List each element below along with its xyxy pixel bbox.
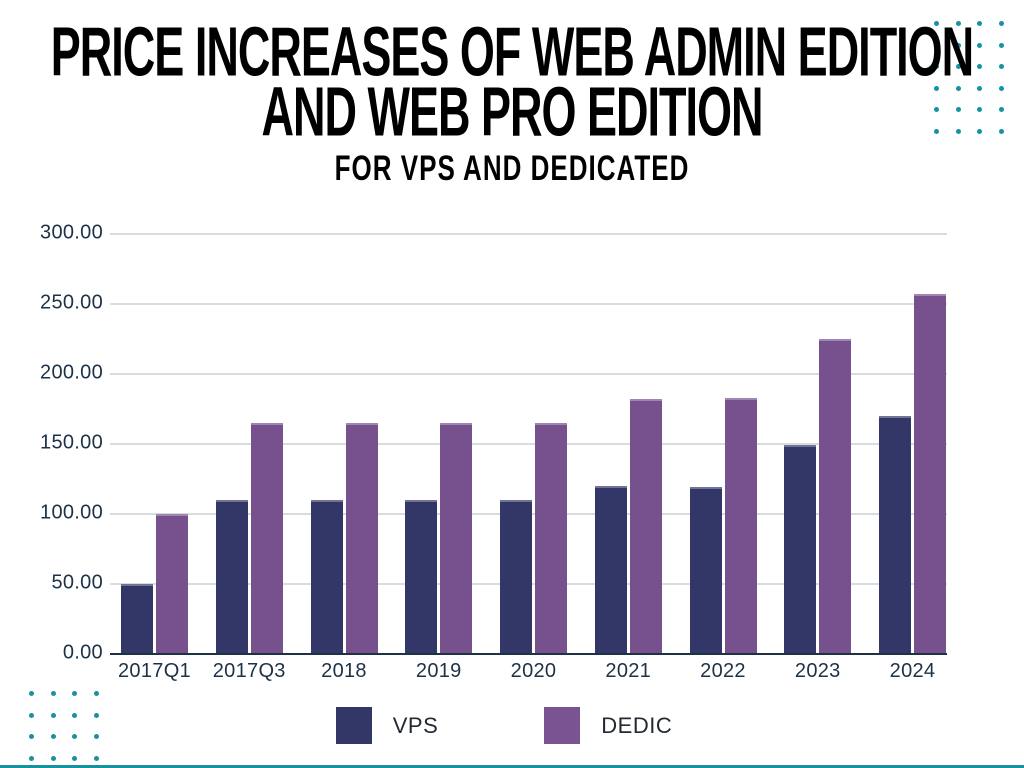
decor-dot bbox=[29, 755, 34, 761]
bottom-accent-bar bbox=[0, 765, 1024, 768]
bar-dedic-2019 bbox=[440, 423, 473, 654]
legend-swatch-dedic bbox=[544, 707, 581, 744]
decor-dot bbox=[998, 85, 1004, 91]
decor-dot bbox=[977, 128, 982, 134]
decor-dot bbox=[72, 755, 77, 761]
decor-dot bbox=[977, 64, 982, 69]
x-tick-label-2019: 2019 bbox=[415, 660, 462, 682]
page-title-line2: AND WEB PRO EDITION bbox=[261, 71, 763, 151]
bar-vps-2024 bbox=[879, 416, 911, 654]
y-tick-label: 100.00 bbox=[40, 501, 103, 524]
bar-vps-2023 bbox=[784, 445, 817, 654]
decor-dot bbox=[50, 755, 56, 761]
x-axis-line bbox=[110, 653, 947, 655]
legend-label-dedic: DEDIC bbox=[601, 712, 673, 738]
decor-dot bbox=[955, 107, 961, 112]
decor-dot bbox=[955, 85, 961, 91]
decor-dot bbox=[93, 734, 99, 739]
x-tick-label-2020: 2020 bbox=[510, 660, 557, 682]
bar-vps-2020 bbox=[500, 500, 532, 654]
y-tick-label: 300.00 bbox=[40, 221, 103, 244]
y-tick-label: 250.00 bbox=[40, 291, 103, 314]
decor-dot bbox=[29, 712, 34, 718]
page-title-line1: PRICE INCREASES OF WEB ADMIN EDITION bbox=[50, 11, 974, 91]
decor-dot bbox=[93, 712, 99, 718]
decor-dot bbox=[934, 21, 939, 26]
bar-dedic-2023 bbox=[819, 339, 852, 654]
decor-dot bbox=[998, 64, 1004, 69]
decor-dot bbox=[29, 734, 34, 739]
bar-dedic-2021 bbox=[629, 399, 662, 654]
bar-vps-2019 bbox=[405, 500, 438, 654]
decor-dot bbox=[72, 734, 77, 739]
gridline bbox=[110, 303, 947, 305]
plot-area bbox=[110, 233, 947, 655]
decor-dot bbox=[955, 128, 961, 134]
y-tick-label: 50.00 bbox=[51, 571, 103, 594]
legend-label-vps: VPS bbox=[392, 712, 439, 738]
y-tick-label: 200.00 bbox=[40, 361, 103, 384]
decor-dot bbox=[977, 85, 982, 91]
decor-dot bbox=[934, 107, 939, 112]
x-tick-label-2017q1: 2017Q1 bbox=[118, 660, 191, 682]
chart-header: PRICE INCREASES OF WEB ADMIN EDITION AND… bbox=[0, 12, 1024, 189]
x-tick-label-2021: 2021 bbox=[605, 660, 652, 682]
gridline bbox=[110, 373, 947, 375]
legend-item-vps: VPS bbox=[335, 707, 439, 744]
decor-dot bbox=[977, 21, 982, 26]
bar-vps-2018 bbox=[310, 500, 343, 654]
decor-dot bbox=[934, 128, 939, 134]
decor-dot bbox=[93, 691, 99, 696]
gridline bbox=[110, 443, 947, 445]
y-tick-label: 0.00 bbox=[62, 641, 103, 664]
bar-dedic-2024 bbox=[914, 294, 946, 654]
decor-dot bbox=[977, 42, 982, 48]
x-tick-label-2024: 2024 bbox=[889, 660, 936, 682]
decor-dot bbox=[998, 107, 1004, 112]
bar-vps-2021 bbox=[594, 486, 627, 654]
page-subtitle: FOR VPS AND DEDICATED bbox=[334, 147, 690, 189]
bar-vps-2017q1 bbox=[121, 584, 153, 654]
bar-dedic-2022 bbox=[724, 397, 757, 654]
bar-vps-2022 bbox=[689, 487, 722, 654]
decor-dot bbox=[50, 691, 56, 696]
decor-dot bbox=[955, 64, 961, 69]
legend-swatch-vps bbox=[335, 707, 372, 744]
decor-dot bbox=[72, 691, 77, 696]
decor-dot bbox=[72, 712, 77, 718]
decor-dots-bottom-left bbox=[29, 691, 99, 761]
decor-dot bbox=[955, 21, 961, 26]
gridline bbox=[110, 233, 947, 235]
x-tick-label-2017q3: 2017Q3 bbox=[212, 660, 286, 682]
bar-vps-2017q3 bbox=[215, 500, 248, 654]
legend: VPS DEDIC bbox=[0, 707, 1008, 744]
decor-dot bbox=[998, 21, 1004, 26]
bar-dedic-2020 bbox=[535, 423, 567, 654]
x-tick-label-2018: 2018 bbox=[321, 660, 367, 682]
decor-dot bbox=[93, 755, 99, 761]
decor-dot bbox=[29, 691, 34, 696]
decor-dot bbox=[50, 712, 56, 718]
decor-dot bbox=[998, 42, 1004, 48]
decor-dot bbox=[50, 734, 56, 739]
x-tick-label-2023: 2023 bbox=[794, 660, 841, 682]
legend-item-dedic: DEDIC bbox=[544, 707, 672, 744]
bar-dedic-2017q3 bbox=[250, 423, 283, 654]
x-tick-label-2022: 2022 bbox=[700, 660, 746, 682]
decor-dots-top-right bbox=[934, 21, 1004, 134]
decor-dot bbox=[934, 64, 939, 69]
decor-dot bbox=[934, 42, 939, 48]
bar-dedic-2018 bbox=[345, 423, 378, 654]
decor-dot bbox=[955, 42, 961, 48]
bar-dedic-2017q1 bbox=[156, 514, 188, 654]
decor-dot bbox=[934, 85, 939, 91]
decor-dot bbox=[998, 128, 1004, 134]
decor-dot bbox=[977, 107, 982, 112]
y-tick-label: 150.00 bbox=[40, 431, 103, 454]
